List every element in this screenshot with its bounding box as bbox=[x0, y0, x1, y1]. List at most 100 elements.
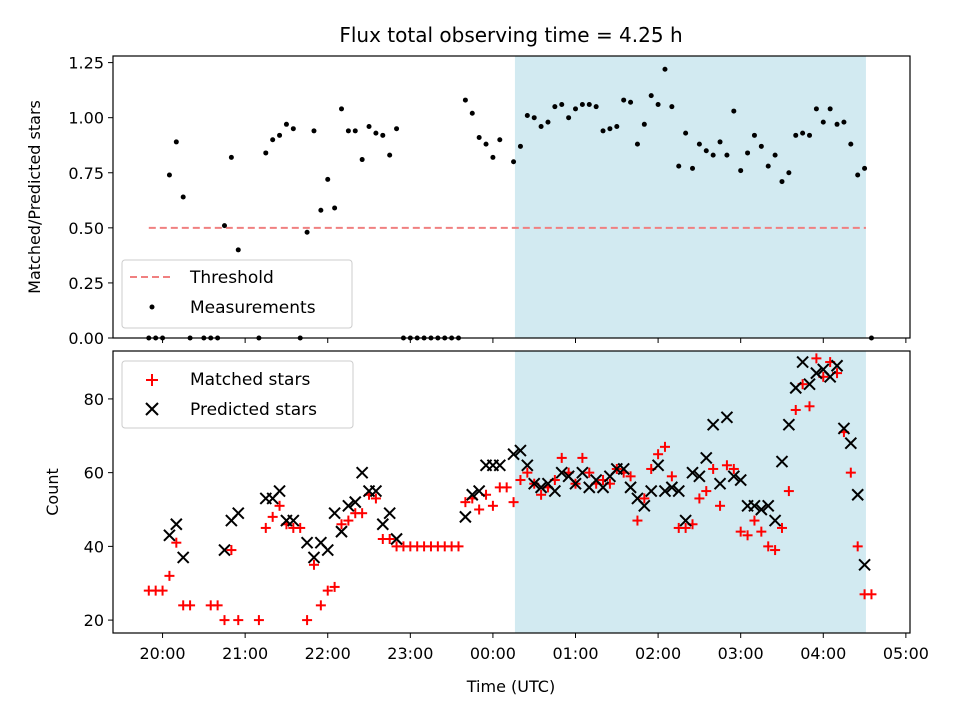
y-tick-label: 1.25 bbox=[68, 54, 104, 73]
matched-stars-point bbox=[315, 600, 326, 611]
predicted-stars-point bbox=[645, 484, 658, 498]
predicted-stars-point bbox=[555, 466, 568, 479]
legend-matched-swatch bbox=[146, 374, 158, 386]
measurement-point bbox=[703, 148, 709, 154]
legend-predicted-swatch bbox=[145, 402, 159, 416]
predicted-stars-point bbox=[700, 451, 713, 465]
measurement-point bbox=[359, 157, 365, 163]
matched-stars-point bbox=[384, 534, 395, 544]
predicted-stars-point bbox=[665, 481, 679, 494]
matched-stars-point bbox=[460, 497, 471, 508]
measurement-point bbox=[586, 101, 592, 107]
predicted-stars-point bbox=[342, 499, 355, 513]
matched-stars-point bbox=[852, 541, 863, 552]
predicted-stars-point bbox=[755, 503, 768, 516]
predicted-stars-point bbox=[638, 499, 651, 513]
measurement-point bbox=[731, 108, 737, 114]
measurement-point bbox=[834, 121, 840, 127]
matched-stars-point bbox=[343, 515, 354, 526]
predicted-stars-point bbox=[775, 455, 789, 468]
x-tick-label: 22:00 bbox=[305, 644, 351, 663]
legend-matched-label: Matched stars bbox=[190, 370, 310, 390]
measurement-point bbox=[717, 139, 723, 145]
measurement-point bbox=[483, 141, 489, 147]
predicted-stars-point bbox=[789, 381, 802, 395]
predicted-stars-point bbox=[335, 525, 348, 538]
measurement-point bbox=[511, 159, 517, 165]
measurement-point bbox=[621, 97, 627, 103]
matched-stars-point bbox=[742, 530, 753, 541]
predicted-stars-point bbox=[837, 422, 851, 435]
x-tick-label: 03:00 bbox=[718, 644, 764, 663]
bottom-plot-marks bbox=[143, 353, 877, 626]
predicted-stars-point bbox=[383, 506, 396, 520]
measurement-point bbox=[820, 119, 826, 125]
matched-stars-point bbox=[653, 449, 664, 460]
bottom-y-ticks: 20 40 60 80 bbox=[84, 390, 113, 630]
measurement-point bbox=[235, 247, 241, 253]
predicted-stars-point bbox=[617, 462, 630, 476]
matched-stars-point bbox=[274, 500, 285, 511]
measurement-point bbox=[345, 128, 351, 134]
measurement-point bbox=[655, 101, 661, 107]
predicted-stars-point bbox=[720, 411, 734, 424]
measurement-point bbox=[524, 112, 530, 118]
measurement-point bbox=[779, 179, 785, 185]
matched-stars-point bbox=[804, 401, 815, 412]
predicted-stars-point bbox=[321, 543, 334, 557]
top-y-ticks: 0.00 0.25 0.50 0.75 1.00 1.25 bbox=[68, 54, 113, 348]
matched-stars-point bbox=[770, 545, 781, 556]
matched-stars-point bbox=[811, 353, 822, 364]
matched-stars-point bbox=[474, 504, 485, 515]
x-tick-label: 23:00 bbox=[387, 644, 433, 663]
y-tick-label: 40 bbox=[84, 537, 104, 556]
x-tick-label: 21:00 bbox=[222, 644, 268, 663]
measurement-point bbox=[394, 126, 400, 132]
matched-stars-point bbox=[715, 500, 726, 511]
measurement-point bbox=[352, 128, 358, 134]
measurement-point bbox=[325, 176, 331, 182]
measurement-point bbox=[545, 119, 551, 125]
predicted-stars-point bbox=[170, 518, 183, 531]
matched-stars-point bbox=[322, 585, 333, 596]
matched-stars-point bbox=[536, 489, 547, 500]
measurement-point bbox=[517, 143, 523, 149]
measurement-point bbox=[270, 137, 276, 143]
bottom-legend: Matched stars Predicted stars bbox=[121, 360, 354, 429]
matched-stars-point bbox=[845, 467, 856, 478]
measurement-point bbox=[855, 172, 861, 178]
measurement-point bbox=[173, 139, 179, 145]
measurement-point bbox=[751, 132, 757, 138]
measurement-point bbox=[387, 152, 393, 158]
predicted-stars-point bbox=[658, 484, 672, 498]
y-tick-label: 20 bbox=[84, 611, 104, 630]
measurement-point bbox=[669, 104, 675, 110]
matched-stars-point bbox=[763, 541, 774, 552]
predicted-stars-point bbox=[762, 499, 775, 513]
observing-window-band-bottom bbox=[514, 351, 866, 633]
matched-stars-point bbox=[260, 522, 271, 533]
matched-stars-point bbox=[233, 615, 244, 626]
measurement-point bbox=[476, 135, 482, 141]
measurement-point bbox=[807, 132, 813, 138]
measurement-point bbox=[607, 126, 613, 132]
matched-stars-point bbox=[556, 452, 567, 463]
predicted-stars-point bbox=[796, 355, 809, 369]
measurement-point bbox=[180, 194, 186, 200]
matched-stars-point bbox=[749, 515, 760, 526]
x-tick-label: 00:00 bbox=[470, 644, 516, 663]
predicted-stars-point bbox=[576, 466, 589, 479]
predicted-stars-point bbox=[693, 470, 706, 483]
matched-stars-point bbox=[659, 441, 670, 452]
matched-stars-point bbox=[171, 537, 182, 548]
matched-stars-point bbox=[308, 559, 319, 570]
predicted-stars-point bbox=[176, 551, 190, 564]
measurement-point bbox=[738, 168, 744, 174]
measurement-point bbox=[373, 130, 379, 136]
measurement-point bbox=[490, 154, 496, 160]
y-tick-label: 0.75 bbox=[68, 164, 104, 183]
measurement-point bbox=[628, 99, 634, 105]
matched-stars-point bbox=[164, 570, 175, 581]
predicted-stars-point bbox=[466, 488, 479, 501]
